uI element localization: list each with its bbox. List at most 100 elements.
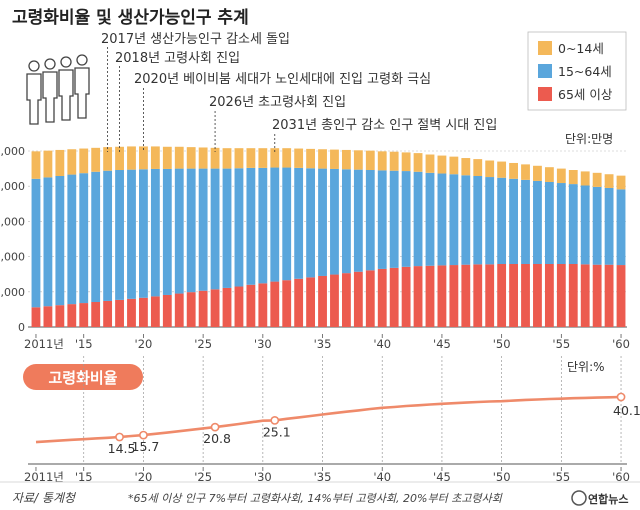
bar-elderly xyxy=(186,292,196,327)
bar-working xyxy=(413,171,423,267)
logo-mark-icon xyxy=(571,490,587,506)
bar-elderly xyxy=(222,287,232,327)
x-tick-label: 2011년 xyxy=(24,470,64,484)
bar-youth xyxy=(79,148,89,174)
bar-youth xyxy=(103,147,113,171)
bar-youth xyxy=(401,152,411,172)
bar-youth xyxy=(294,148,304,168)
x-tick-label: '20 xyxy=(135,470,153,484)
bar-working xyxy=(139,169,148,298)
y-tick-label: 1,000 xyxy=(0,286,25,299)
bar-elderly xyxy=(294,278,304,327)
bar-working xyxy=(258,167,268,284)
bar-elderly xyxy=(389,267,399,327)
bar-youth xyxy=(461,158,471,176)
bar-youth xyxy=(67,149,77,175)
bar-elderly xyxy=(509,263,518,327)
bar-youth xyxy=(413,153,423,172)
bar-working xyxy=(306,168,316,278)
bar-youth xyxy=(282,148,292,168)
bar-working xyxy=(115,170,124,300)
x-tick-label: '55 xyxy=(552,470,570,484)
bar-working xyxy=(67,174,77,305)
bar-elderly xyxy=(43,306,53,327)
source-label: 자료/ 통계청 xyxy=(12,491,77,505)
annotation-2026: 2026년 초고령사회 진입 xyxy=(209,95,346,110)
bar-youth xyxy=(497,161,507,178)
bar-working xyxy=(592,186,602,265)
bar-working xyxy=(533,180,542,264)
bar-working xyxy=(198,168,208,291)
bar-working xyxy=(174,168,184,294)
x-tick-label: '35 xyxy=(314,337,332,351)
people-icon xyxy=(26,54,90,125)
bar-elderly xyxy=(497,263,507,327)
bar-elderly xyxy=(533,263,542,327)
bar-working xyxy=(497,177,507,264)
bar-working xyxy=(150,168,160,297)
bar-youth xyxy=(365,150,375,171)
bar-youth xyxy=(580,171,590,186)
annotation-2017: 2017년 생산가능인구 감소세 돌입 xyxy=(101,32,290,47)
bar-youth xyxy=(592,172,602,187)
bar-elderly xyxy=(306,277,316,327)
bar-working xyxy=(509,178,518,264)
bar-youth xyxy=(55,149,65,176)
bar-elderly xyxy=(449,265,459,327)
bar-youth xyxy=(604,174,614,188)
aging-data-label: 14.5 xyxy=(108,441,136,456)
bar-elderly xyxy=(377,268,387,327)
bar-youth xyxy=(341,149,351,170)
x-tick-label: '15 xyxy=(75,337,93,351)
bar-youth xyxy=(485,160,495,178)
x-tick-label: '50 xyxy=(493,470,511,484)
bar-youth xyxy=(162,146,172,169)
x-tick-label: '30 xyxy=(254,470,272,484)
x-tick-label: '45 xyxy=(433,337,451,351)
bar-elderly xyxy=(473,264,483,327)
bar-elderly xyxy=(401,266,411,327)
legend-swatch-elderly xyxy=(538,87,552,101)
bar-elderly xyxy=(79,303,89,327)
aging-point xyxy=(270,416,280,425)
bar-elderly xyxy=(341,273,351,327)
bar-elderly xyxy=(282,280,292,327)
x-tick-label: 2011년 xyxy=(24,337,64,351)
bar-youth xyxy=(377,151,387,171)
annotation-2018: 2018년 고령사회 진입 xyxy=(115,51,240,66)
bar-youth xyxy=(174,146,184,169)
bar-working xyxy=(341,169,351,274)
bar-working xyxy=(162,168,172,295)
y-tick-label: 3,000 xyxy=(0,215,25,228)
bar-youth xyxy=(43,150,53,178)
bar-working xyxy=(604,187,614,265)
bar-youth xyxy=(139,146,148,170)
bar-youth xyxy=(616,175,626,190)
bar-elderly xyxy=(246,284,256,327)
legend: 0~14세 15~64세 65세 이상 xyxy=(527,31,627,111)
bar-youth xyxy=(556,168,566,184)
legend-label-working: 15~64세 xyxy=(558,64,612,79)
aging-point xyxy=(616,392,626,402)
bar-working xyxy=(282,167,292,281)
bar-working xyxy=(461,175,471,265)
bar-youth xyxy=(389,151,399,171)
bar-elderly xyxy=(365,270,375,327)
bar-youth xyxy=(186,147,196,169)
aging-badge-label: 고령화비율 xyxy=(48,369,117,387)
bar-working xyxy=(127,169,136,299)
bar-elderly xyxy=(270,281,280,327)
x-tick-label: '35 xyxy=(314,470,332,484)
bar-working xyxy=(425,172,435,266)
bar-youth xyxy=(270,148,280,168)
aging-point xyxy=(210,422,220,432)
bar-youth xyxy=(210,147,220,169)
footnote: *65세 이상 인구 7%부터 고령화사회, 14%부터 고령사회, 20%부터… xyxy=(128,492,503,505)
x-tick-label: '25 xyxy=(194,470,212,484)
x-tick-label: '40 xyxy=(373,337,391,351)
bar-elderly xyxy=(210,289,220,327)
x-tick-label: '40 xyxy=(373,470,391,484)
bar-elderly xyxy=(198,290,208,327)
bar-youth xyxy=(568,170,578,185)
